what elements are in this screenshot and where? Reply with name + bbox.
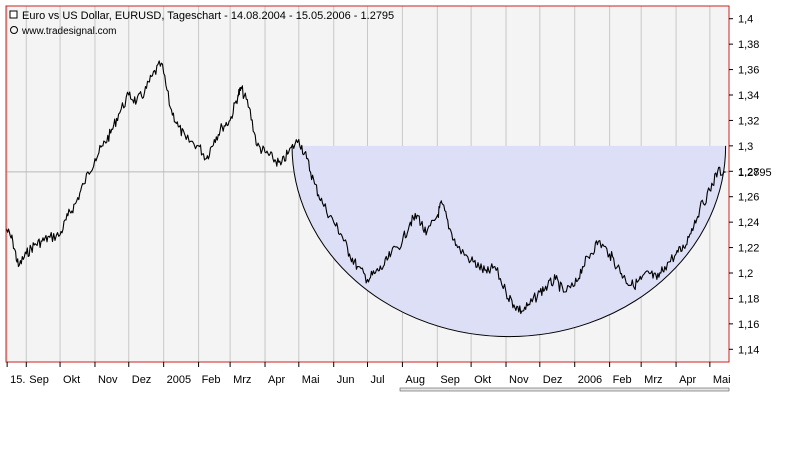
x-tick-label: Feb <box>202 374 221 386</box>
x-tick-label: Sep <box>440 374 460 386</box>
x-tick-label: Dez <box>543 374 563 386</box>
x-tick-label: 2006 <box>578 374 602 386</box>
y-tick-label: 1,38 <box>738 39 759 51</box>
x-tick-label: Mai <box>713 374 731 386</box>
title-marker-icon <box>9 10 18 19</box>
x-tick-label: Okt <box>474 374 491 386</box>
chart-header: Euro vs US Dollar, EURUSD, Tageschart - … <box>9 10 394 37</box>
x-tick-label: Jul <box>371 374 385 386</box>
bottom-separator <box>399 387 730 392</box>
chart-title: Euro vs US Dollar, EURUSD, Tageschart - … <box>22 10 394 22</box>
y-tick-label: 1,36 <box>738 65 759 77</box>
y-tick-label: 1,16 <box>738 319 759 331</box>
y-tick-label: 1,2 <box>738 268 753 280</box>
x-tick-label: Feb <box>613 374 632 386</box>
x-tick-label: Apr <box>679 374 696 386</box>
x-tick-label: Apr <box>268 374 285 386</box>
current-value-label: 1.2795 <box>738 167 772 179</box>
y-tick-label: 1,28 <box>738 166 759 178</box>
cup-shaded-region <box>291 145 727 338</box>
copyright-icon <box>10 26 18 34</box>
x-tick-label: 2005 <box>167 374 191 386</box>
x-tick-label: Mai <box>302 374 320 386</box>
x-tick-label: Nov <box>98 374 118 386</box>
y-tick-label: 1,34 <box>738 90 759 102</box>
y-tick-label: 1,32 <box>738 115 759 127</box>
price-series <box>5 60 726 315</box>
price-line <box>5 60 726 315</box>
x-tick-label: Dez <box>132 374 152 386</box>
x-tick-label: Aug <box>405 374 425 386</box>
y-tick-label: 1,18 <box>738 293 759 305</box>
y-tick-label: 1,3 <box>738 141 753 153</box>
cup-fill <box>292 145 726 337</box>
cup-arc <box>291 145 727 338</box>
y-tick-label: 1,26 <box>738 192 759 204</box>
y-tick-label: 1,4 <box>738 14 753 26</box>
x-tick-label: Mrz <box>233 374 251 386</box>
x-tick-label: Okt <box>63 374 80 386</box>
y-tick-label: 1,24 <box>738 217 759 229</box>
watermark: www.tradesignal.com <box>21 26 116 37</box>
x-tick-label: 15. <box>10 374 25 386</box>
x-tick-label: Nov <box>509 374 529 386</box>
x-axis: 15. Sep Okt Nov Dez 2005 Feb Mrz Apr Mai Jun Jul Aug… <box>6 362 731 386</box>
y-tick-label: 1,14 <box>738 344 759 356</box>
y-axis: 1,14 1,16 1,18 1,2 1,22 1,24 1,26 1,28 1,3 1,32 1,… <box>729 14 772 356</box>
x-tick-label: Mrz <box>644 374 662 386</box>
x-tick-label: Jun <box>337 374 355 386</box>
y-tick-label: 1,22 <box>738 243 759 255</box>
x-tick-label: Sep <box>29 374 49 386</box>
